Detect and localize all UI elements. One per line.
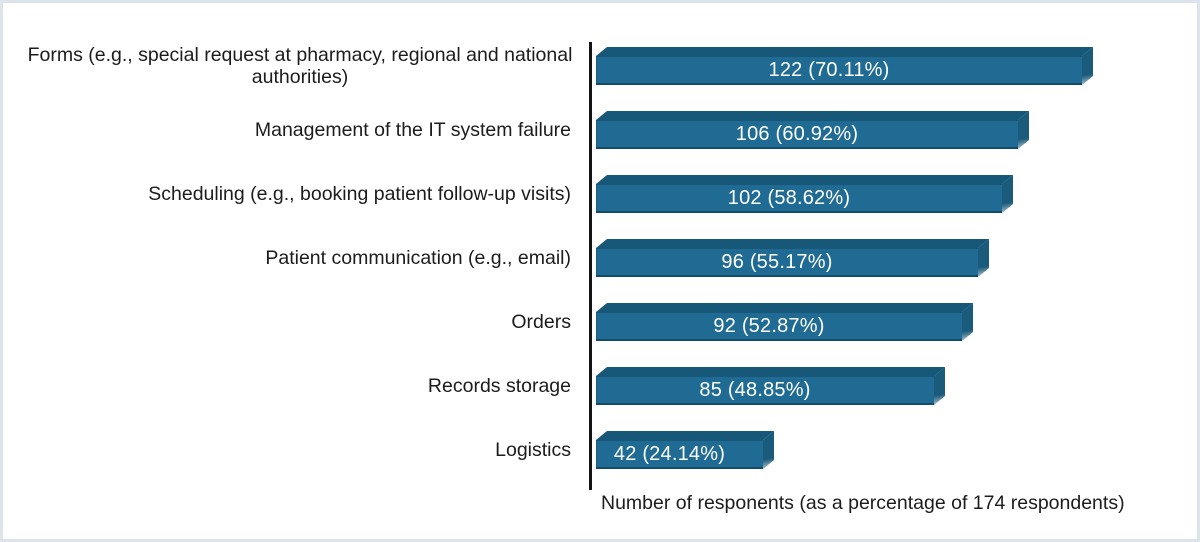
category-label-orders: Orders — [511, 311, 571, 333]
bar-top-face — [596, 431, 774, 440]
bar-side-face — [1082, 47, 1093, 85]
bar-value-label-it-failure: 106 (60.92%) — [735, 123, 859, 145]
bar-orders: 92 (52.87%) — [596, 303, 973, 341]
bar-side-face — [934, 367, 945, 405]
bar-top-face — [596, 47, 1093, 56]
bar-top-face — [596, 239, 989, 248]
bar-it-failure: 106 (60.92%) — [596, 111, 1029, 149]
bar-logistics: 42 (24.14%) — [596, 431, 774, 469]
bar-row-logistics: Logistics 42 (24.14%) — [0, 418, 1200, 482]
bar-front-face: 42 (24.14%) — [596, 440, 763, 469]
bar-forms: 122 (70.11%) — [596, 47, 1093, 85]
category-label-it-failure: Management of the IT system failure — [254, 119, 571, 141]
bar-patient-communication: 96 (55.17%) — [596, 239, 989, 277]
category-label-records-storage: Records storage — [427, 375, 571, 397]
bar-value-label-patient-communication: 96 (55.17%) — [721, 251, 833, 273]
bar-side-face — [1018, 111, 1029, 149]
bar-value-label-logistics: 42 (24.14%) — [613, 443, 726, 465]
bar-front-face: 92 (52.87%) — [596, 312, 962, 341]
bar-row-records-storage: Records storage 85 (48.85%) — [0, 354, 1200, 418]
bar-value-label-scheduling: 102 (58.62%) — [727, 187, 851, 209]
bar-row-patient-communication: Patient communication (e.g., email) 96 (… — [0, 226, 1200, 290]
bar-records-storage: 85 (48.85%) — [596, 367, 945, 405]
bar-front-face: 106 (60.92%) — [596, 120, 1018, 149]
bar-value-label-orders: 92 (52.87%) — [713, 315, 825, 337]
bar-top-face — [596, 367, 945, 376]
bar-value-label-forms: 122 (70.11%) — [768, 59, 890, 81]
bar-front-face: 122 (70.11%) — [596, 56, 1082, 85]
bar-row-forms: Forms (e.g., special request at pharmacy… — [0, 34, 1200, 98]
bar-row-scheduling: Scheduling (e.g., booking patient follow… — [0, 162, 1200, 226]
category-label-scheduling: Scheduling (e.g., booking patient follow… — [148, 183, 571, 205]
category-label-forms: Forms (e.g., special request at pharmacy… — [27, 44, 573, 88]
bar-side-face — [978, 239, 989, 277]
bar-top-face — [596, 111, 1029, 120]
x-axis-title: Number of responents (as a percentage of… — [601, 492, 1125, 514]
bar-side-face — [763, 431, 774, 469]
bar-value-label-records-storage: 85 (48.85%) — [699, 379, 811, 401]
bar-scheduling: 102 (58.62%) — [596, 175, 1013, 213]
bar-front-face: 102 (58.62%) — [596, 184, 1002, 213]
bar-side-face — [962, 303, 973, 341]
bar-front-face: 96 (55.17%) — [596, 248, 978, 277]
bar-row-orders: Orders 92 (52.87%) — [0, 290, 1200, 354]
bar-front-face: 85 (48.85%) — [596, 376, 934, 405]
category-label-logistics: Logistics — [495, 439, 571, 461]
bar-side-face — [1002, 175, 1013, 213]
bar-row-it-failure: Management of the IT system failure 106 … — [0, 98, 1200, 162]
chart-rows: Forms (e.g., special request at pharmacy… — [0, 34, 1200, 482]
category-label-patient-communication: Patient communication (e.g., email) — [265, 247, 571, 269]
bar-top-face — [596, 175, 1013, 184]
category-axis-line — [589, 42, 592, 490]
bar-top-face — [596, 303, 973, 312]
